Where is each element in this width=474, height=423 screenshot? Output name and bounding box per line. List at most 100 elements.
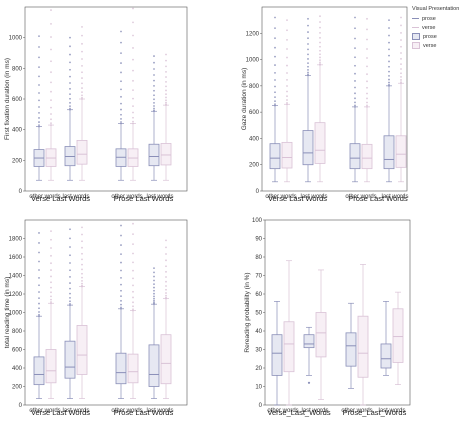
outlier-point [81,77,83,79]
box-prose [349,16,361,183]
outlier-point [307,69,309,71]
box-prose [271,301,283,406]
outlier-point [81,280,83,282]
outlier-point [153,299,155,302]
outlier-point [38,92,40,94]
outlier-point [319,59,321,62]
legend-label: verse [422,24,436,31]
legend-entry: prose [412,14,474,23]
outlier-point [388,41,390,44]
box-iqr [148,143,160,167]
outlier-point [132,97,134,100]
outlier-point [132,222,134,225]
outlier-point [69,237,71,240]
outlier-point [286,56,288,59]
y-tick-label: 400 [249,136,260,142]
outlier-point [286,29,288,32]
outlier-point [132,21,134,24]
outlier-point [354,86,356,89]
y-tick-label: 30 [255,348,262,354]
outlier-point [153,89,155,92]
outlier-point [388,34,390,37]
outlier-point [38,99,40,102]
box-verse [127,7,139,181]
outlier-point [153,267,155,269]
outlier-point [307,58,309,60]
outlier-point [319,61,321,64]
outlier-point [120,52,122,55]
box-iqr [76,139,88,165]
outlier-point [38,284,40,287]
outlier-point [165,285,167,287]
box-iqr [64,340,76,379]
outlier-point [319,53,321,56]
outlier-point [165,76,167,78]
box-prose [345,302,357,389]
outlier-point [120,41,122,44]
outlier-point [132,301,134,304]
outlier-point [354,16,356,19]
outlier-point [354,80,356,82]
y-axis-label: Gaze duration (in ms) [241,68,248,131]
outlier-point [38,66,40,69]
group-label: Verse Last Words [268,194,327,203]
legend-swatch [412,42,420,49]
outlier-point [388,54,390,57]
y-axis-label: Rereading probability (in %) [244,272,251,352]
outlier-point [307,48,309,51]
outlier-point [50,269,52,271]
y-tick-label: 800 [12,66,23,72]
box-prose [33,35,45,181]
outlier-point [153,98,155,101]
box-iqr [271,334,283,376]
x-tick-label: last words [381,194,408,200]
outlier-point [165,99,167,102]
outlier-point [38,56,40,59]
box-iqr [314,122,326,164]
outlier-point [69,82,71,84]
group-label: Verse Last Words [31,408,90,417]
outlier-point [81,42,83,45]
outlier-point [388,70,390,73]
outlier-point [81,82,83,85]
outlier-point [132,277,134,280]
outlier-point [274,46,276,49]
x-tick-label: other words [111,408,142,414]
outlier-point [38,307,40,310]
y-axis-label: First fixation duration (in ms) [4,58,11,140]
outlier-point [120,253,122,255]
x-tick-label: last words [146,408,173,414]
y-tick-label: 80 [255,255,262,261]
outlier-point [50,254,52,257]
box-iqr [76,325,88,375]
outlier-point [81,96,83,99]
outlier-point [153,101,155,104]
outlier-point [50,262,52,265]
outlier-point [120,118,122,120]
outlier-point [69,254,71,257]
outlier-point [81,268,83,271]
x-tick-label: other words [29,194,60,200]
legend-swatch [412,17,419,20]
y-axis-label: total reading time (in ms) [4,277,11,349]
outlier-point [165,259,167,262]
box-iqr [392,308,404,363]
outlier-point [81,258,83,261]
box-verse [314,15,326,183]
outlier-point [388,19,390,22]
outlier-point [307,31,309,33]
outlier-point [165,276,167,278]
outlier-point [132,308,134,311]
outlier-point [153,94,155,97]
outlier-point [38,124,40,127]
outlier-point [120,108,122,111]
y-tick-label: 400 [12,128,23,134]
box-iqr [160,334,172,385]
outlier-point [38,232,40,234]
outlier-point [366,92,368,95]
outlier-point [274,103,276,106]
outlier-point [38,35,40,38]
outlier-point [366,38,368,41]
outlier-point [286,19,288,22]
outlier-point [400,76,402,78]
